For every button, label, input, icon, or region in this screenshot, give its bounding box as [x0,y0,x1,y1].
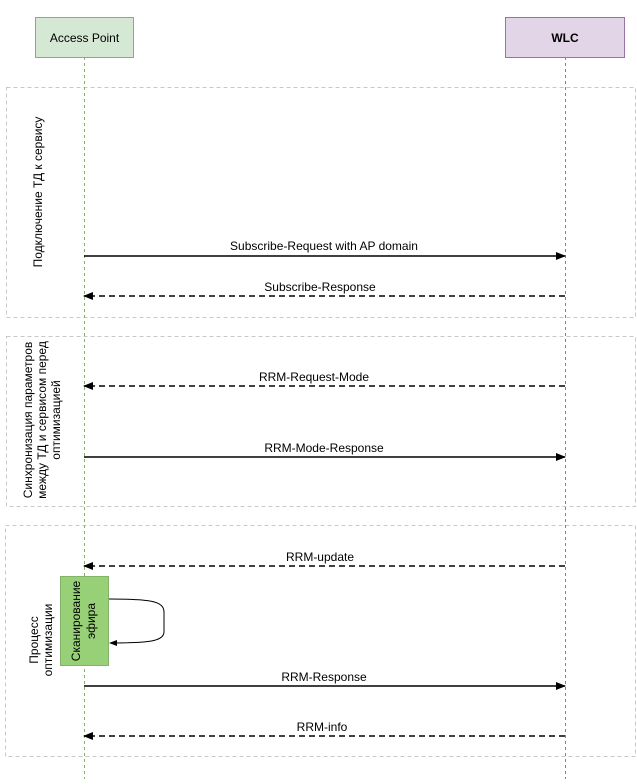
frame-label: Синхронизация параметров [21,342,35,499]
svg-text:Сканирование: Сканирование [69,580,83,661]
svg-text:RRM-info: RRM-info [297,720,348,734]
participant-wlc[interactable]: WLC [505,17,625,58]
message-rrm-response: RRM-Response [84,670,566,690]
svg-text:RRM-Response: RRM-Response [281,670,367,684]
svg-text:RRM-Mode-Response: RRM-Mode-Response [264,441,384,455]
frame-label: Процесс [27,616,41,663]
svg-text:эфира: эфира [84,603,98,639]
svg-text:Subscribe-Request with AP doma: Subscribe-Request with AP domain [230,239,418,253]
frame-label: Подключение ТД к сервису [31,117,45,268]
frame-sync [6,336,636,507]
participant-label: WLC [551,31,579,45]
frame-optimization [5,525,636,757]
message-rrm-update: RRM-update [83,550,565,570]
message-rrm-info: RRM-info [83,720,565,740]
participant-label: Access Point [50,31,120,45]
message-rrm-mode-response: RRM-Mode-Response [84,441,566,461]
participant-access-point[interactable]: Access Point [35,17,134,58]
message-subscribe-request: Subscribe-Request with AP domain [84,239,566,260]
svg-text:Subscribe-Response: Subscribe-Response [264,280,376,294]
frame-label: оптимизацией [49,380,63,459]
message-subscribe-response: Subscribe-Response [83,280,565,300]
frame-label: оптимизации [41,604,55,677]
frame-label: между ТД и сервисом перед [35,341,49,499]
activation-scanning: Сканирование эфира [60,576,109,666]
message-rrm-request-mode: RRM-Request-Mode [83,370,565,390]
svg-text:RRM-update: RRM-update [286,550,354,564]
self-message-loop [108,598,165,646]
svg-text:RRM-Request-Mode: RRM-Request-Mode [259,370,369,384]
frame-ap-connect [6,87,636,318]
